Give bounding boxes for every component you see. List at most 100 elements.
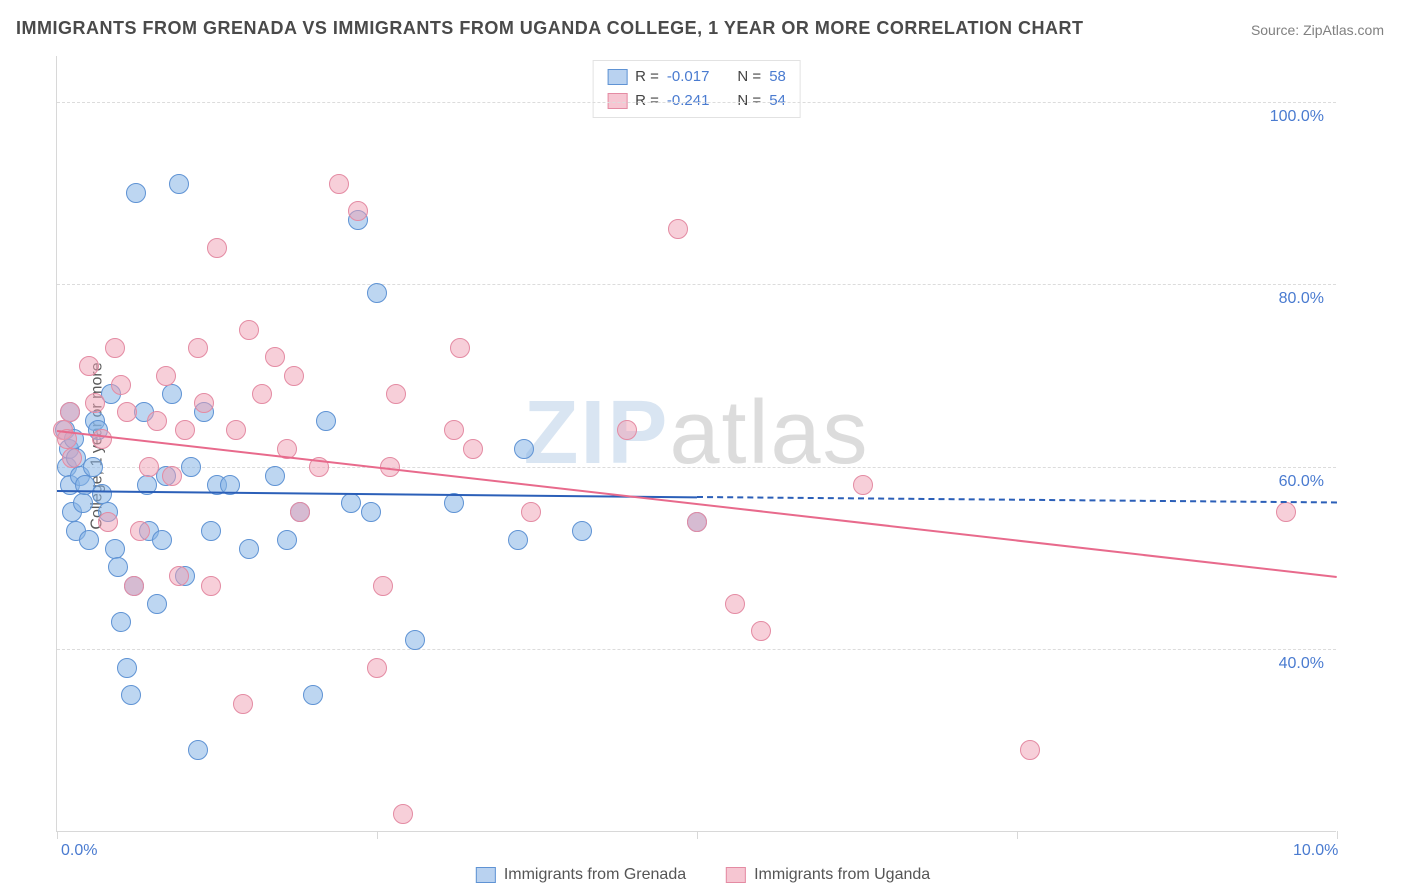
data-point xyxy=(117,402,137,422)
data-point xyxy=(239,539,259,559)
data-point xyxy=(188,740,208,760)
data-point xyxy=(83,457,103,477)
data-point xyxy=(175,420,195,440)
data-point xyxy=(147,594,167,614)
data-point xyxy=(152,530,172,550)
data-point xyxy=(751,621,771,641)
data-point xyxy=(156,366,176,386)
source-link[interactable]: ZipAtlas.com xyxy=(1303,22,1384,38)
data-point xyxy=(668,219,688,239)
data-point xyxy=(188,338,208,358)
x-tick xyxy=(697,831,698,839)
trend-line xyxy=(697,496,1337,503)
data-point xyxy=(62,448,82,468)
legend-label: Immigrants from Uganda xyxy=(754,866,930,884)
data-point xyxy=(508,530,528,550)
data-point xyxy=(139,457,159,477)
data-point xyxy=(725,594,745,614)
x-tick-label: 10.0% xyxy=(1293,842,1338,860)
data-point xyxy=(367,658,387,678)
data-point xyxy=(348,201,368,221)
data-point xyxy=(405,630,425,650)
data-point xyxy=(316,411,336,431)
data-point xyxy=(181,457,201,477)
data-point xyxy=(169,174,189,194)
data-point xyxy=(124,576,144,596)
n-value: 58 xyxy=(769,65,786,89)
data-point xyxy=(572,521,592,541)
source-label: Source: xyxy=(1251,22,1303,38)
data-point xyxy=(169,566,189,586)
data-point xyxy=(514,439,534,459)
data-point xyxy=(60,402,80,422)
data-point xyxy=(85,393,105,413)
y-tick-label: 80.0% xyxy=(1279,290,1324,308)
data-point xyxy=(162,384,182,404)
data-point xyxy=(73,493,93,513)
data-point xyxy=(463,439,483,459)
data-point xyxy=(201,521,221,541)
data-point xyxy=(393,804,413,824)
legend-item: Immigrants from Uganda xyxy=(726,866,930,884)
data-point xyxy=(111,375,131,395)
data-point xyxy=(98,512,118,532)
data-point xyxy=(207,238,227,258)
data-point xyxy=(265,466,285,486)
data-point xyxy=(239,320,259,340)
data-point xyxy=(92,484,112,504)
y-tick-label: 40.0% xyxy=(1279,655,1324,673)
data-point xyxy=(79,356,99,376)
legend-swatch xyxy=(476,867,496,883)
source-attribution: Source: ZipAtlas.com xyxy=(1251,22,1384,38)
data-point xyxy=(329,174,349,194)
data-point xyxy=(1276,502,1296,522)
chart-container: IMMIGRANTS FROM GRENADA VS IMMIGRANTS FR… xyxy=(0,0,1406,892)
x-tick-label: 0.0% xyxy=(61,842,97,860)
gridline xyxy=(57,284,1336,285)
x-tick xyxy=(377,831,378,839)
correlation-legend: R =-0.017N =58R =-0.241N =54 xyxy=(592,60,801,118)
legend-swatch xyxy=(726,867,746,883)
data-point xyxy=(162,466,182,486)
data-point xyxy=(277,530,297,550)
data-point xyxy=(226,420,246,440)
data-point xyxy=(252,384,272,404)
x-tick xyxy=(57,831,58,839)
x-tick xyxy=(1337,831,1338,839)
data-point xyxy=(853,475,873,495)
data-point xyxy=(79,530,99,550)
gridline xyxy=(57,467,1336,468)
data-point xyxy=(444,493,464,513)
data-point xyxy=(121,685,141,705)
data-point xyxy=(367,283,387,303)
data-point xyxy=(105,338,125,358)
data-point xyxy=(617,420,637,440)
legend-item: Immigrants from Grenada xyxy=(476,866,686,884)
r-value: -0.017 xyxy=(667,65,710,89)
data-point xyxy=(147,411,167,431)
data-point xyxy=(361,502,381,522)
r-label: R = xyxy=(635,65,659,89)
data-point xyxy=(450,338,470,358)
data-point xyxy=(284,366,304,386)
data-point xyxy=(373,576,393,596)
data-point xyxy=(130,521,150,541)
data-point xyxy=(233,694,253,714)
data-point xyxy=(92,429,112,449)
legend-row: R =-0.017N =58 xyxy=(607,65,786,89)
data-point xyxy=(194,393,214,413)
data-point xyxy=(444,420,464,440)
data-point xyxy=(386,384,406,404)
data-point xyxy=(303,685,323,705)
series-legend: Immigrants from Grenada Immigrants from U… xyxy=(476,866,930,884)
y-tick-label: 60.0% xyxy=(1279,473,1324,491)
data-point xyxy=(1020,740,1040,760)
legend-swatch xyxy=(607,69,627,85)
plot-area: ZIPatlas R =-0.017N =58R =-0.241N =54 40… xyxy=(56,56,1336,832)
data-point xyxy=(201,576,221,596)
gridline xyxy=(57,102,1336,103)
x-tick xyxy=(1017,831,1018,839)
chart-title: IMMIGRANTS FROM GRENADA VS IMMIGRANTS FR… xyxy=(16,18,1084,39)
y-tick-label: 100.0% xyxy=(1270,108,1324,126)
data-point xyxy=(265,347,285,367)
